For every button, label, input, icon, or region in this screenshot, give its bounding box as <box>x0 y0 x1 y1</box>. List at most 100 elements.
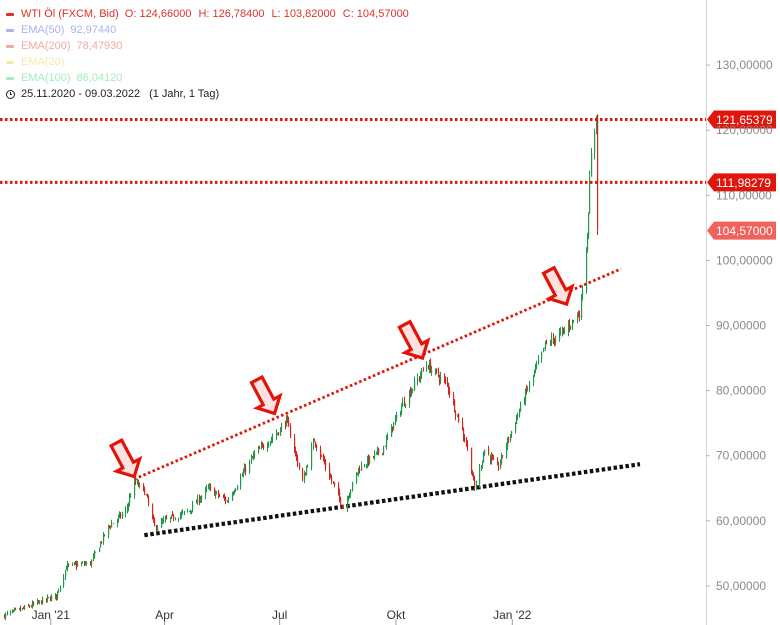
candle-body <box>48 597 50 599</box>
candle-body <box>258 448 260 453</box>
down-arrow-icon <box>108 438 143 479</box>
candle-body <box>201 496 203 500</box>
candle-body <box>315 441 317 446</box>
candle-body <box>541 351 543 360</box>
candle-body <box>84 563 86 565</box>
candle-body <box>325 462 327 468</box>
candle-body <box>476 484 478 488</box>
candle-body <box>76 564 78 567</box>
candle-body <box>438 370 440 377</box>
candle-body <box>37 600 39 605</box>
candle-body <box>65 570 67 577</box>
candle-body <box>491 456 493 461</box>
candle-body <box>471 447 473 473</box>
legend-ema200[interactable]: EMA(200) 78,47930 <box>6 38 416 54</box>
candle-body <box>431 369 433 373</box>
ema-swatch <box>6 60 14 64</box>
candle-body <box>546 342 548 344</box>
candle-body <box>85 563 87 565</box>
candle-body <box>502 455 504 457</box>
candle-body <box>166 518 168 520</box>
level-price-tag <box>707 110 776 129</box>
x-tick-label: Jul <box>272 608 287 622</box>
candle-body <box>103 534 105 543</box>
instrument-name[interactable]: WTI Öl (FXCM, Bid) <box>21 8 119 20</box>
candle-body <box>29 606 31 608</box>
candle-body <box>60 585 62 591</box>
last-price-tag <box>707 221 776 240</box>
candle-body <box>316 445 318 449</box>
candle-body <box>320 448 322 457</box>
candle-body <box>506 446 508 457</box>
annotation-arrows <box>108 265 575 479</box>
candle-body <box>350 489 352 494</box>
candle-body <box>535 366 537 371</box>
candle-body <box>109 525 111 527</box>
candle-body <box>349 494 351 499</box>
candle-body <box>373 456 375 458</box>
candle-body <box>348 497 350 499</box>
candle-body <box>423 370 425 372</box>
legend-ema100[interactable]: EMA(100) 86,04120 <box>6 70 416 86</box>
candle-body <box>402 401 404 407</box>
y-tick-label: 120,00000 <box>716 123 773 137</box>
candle-body <box>517 414 519 417</box>
candle-body <box>445 379 447 381</box>
candle-body <box>367 457 369 466</box>
candle-body <box>569 324 571 328</box>
candle-body <box>113 523 115 525</box>
candle-body <box>191 510 193 512</box>
candle-body <box>515 423 517 431</box>
candle-body <box>173 515 175 520</box>
candle-body <box>56 594 58 598</box>
candle-body <box>520 403 522 411</box>
candle-body <box>324 459 326 463</box>
candle-body <box>214 488 216 496</box>
candle-body <box>400 412 402 415</box>
candle-body <box>545 341 547 348</box>
candle-body <box>405 403 407 407</box>
candle-body <box>31 606 33 608</box>
candle-body <box>199 497 201 503</box>
ema-swatch <box>6 44 14 48</box>
candle-body <box>409 391 411 404</box>
x-tick-label: Apr <box>155 608 174 622</box>
candle-body <box>339 492 341 499</box>
candle-body <box>447 381 449 384</box>
candle-body <box>192 503 194 512</box>
date-range-row[interactable]: 25.11.2020 - 09.03.2022 (1 Jahr, 1 Tag) <box>6 86 416 102</box>
candle-body <box>392 426 394 430</box>
candle-body <box>572 319 574 326</box>
candle-body <box>302 468 304 481</box>
y-tick-label: 60,00000 <box>716 514 766 528</box>
candle-body <box>323 456 325 460</box>
down-arrow-icon <box>541 265 575 307</box>
candle-body <box>110 526 112 528</box>
candle-body <box>28 605 30 607</box>
legend-ema20[interactable]: EMA(20) <box>6 54 416 70</box>
candle-body <box>81 563 83 565</box>
candle-body <box>543 347 545 352</box>
candle-body <box>497 459 499 466</box>
candle-body <box>178 518 180 520</box>
candle-body <box>382 452 384 454</box>
ema-value: 86,04120 <box>76 72 123 84</box>
candle-body <box>148 498 150 505</box>
x-tick-label: Jan '21 <box>32 608 71 622</box>
candle-body <box>307 466 309 468</box>
candle-body <box>527 388 529 391</box>
candle-body <box>68 564 70 566</box>
candle-body <box>10 611 12 614</box>
candle-body <box>244 467 246 473</box>
y-tick-label: 110,00000 <box>716 188 772 202</box>
candle-body <box>215 492 217 496</box>
candle-body <box>227 500 229 503</box>
legend-ema50[interactable]: EMA(50) 92,97440 <box>6 22 416 38</box>
candle-body <box>147 494 149 498</box>
candle-body <box>162 521 164 523</box>
candle-body <box>490 454 492 461</box>
candle-body <box>272 437 274 439</box>
candle-body <box>268 444 270 446</box>
candle-body <box>144 488 146 496</box>
